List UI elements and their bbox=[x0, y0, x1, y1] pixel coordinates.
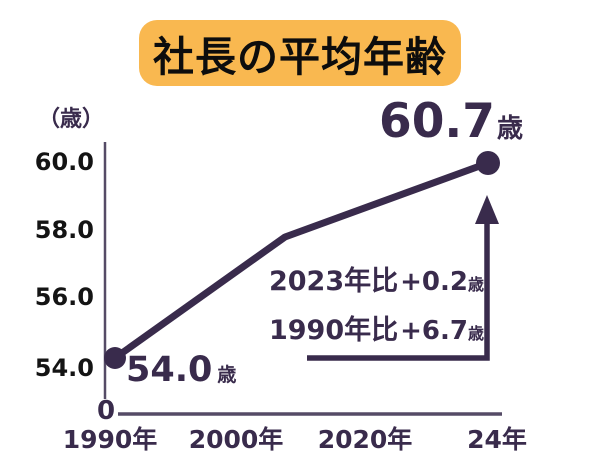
annotation-value: +0.2 bbox=[400, 267, 468, 297]
x-tick-label: 2020年 bbox=[317, 425, 413, 454]
start-unit: 歳 bbox=[217, 364, 237, 386]
y-tick-label: 60.0 bbox=[34, 148, 94, 176]
annotation-prefix: 2023年比 bbox=[268, 266, 399, 297]
start-point-label: 54.0 歳 bbox=[126, 350, 236, 390]
title-box: 社長の平均年齢 bbox=[139, 20, 461, 86]
end-unit: 歳 bbox=[496, 114, 523, 144]
annotation-value: +6.7 bbox=[400, 316, 468, 346]
page-title: 社長の平均年齢 bbox=[153, 33, 447, 81]
annotation-prefix: 1990年比 bbox=[268, 315, 399, 346]
y-tick-label: 58.0 bbox=[34, 216, 94, 244]
arrow-shaft bbox=[307, 213, 490, 361]
origin-label: 0 bbox=[96, 396, 116, 426]
x-tick-label: 2000年 bbox=[188, 425, 284, 454]
annotation-vs-2023: 2023年比+0.2歳 bbox=[269, 259, 484, 298]
end-point-marker bbox=[476, 151, 500, 175]
y-axis-unit-label: （歳） bbox=[38, 107, 105, 132]
annotation-unit: 歳 bbox=[467, 324, 484, 343]
end-value: 60.7 bbox=[379, 94, 495, 149]
y-tick-label: 54.0 bbox=[34, 354, 94, 382]
annotation-unit: 歳 bbox=[467, 275, 484, 294]
y-tick-label: 56.0 bbox=[34, 283, 94, 311]
arrow-up-icon bbox=[475, 195, 499, 224]
x-tick-label: 24年 bbox=[467, 425, 527, 454]
start-point-marker bbox=[104, 347, 126, 369]
trend-line bbox=[111, 159, 492, 362]
annotation-vs-1990: 1990年比+6.7歳 bbox=[269, 308, 484, 347]
start-value: 54.0 bbox=[126, 350, 213, 390]
x-tick-label: 1990年 bbox=[62, 425, 158, 454]
end-point-label: 60.7歳 bbox=[379, 94, 523, 149]
increase-arrow bbox=[307, 195, 499, 361]
